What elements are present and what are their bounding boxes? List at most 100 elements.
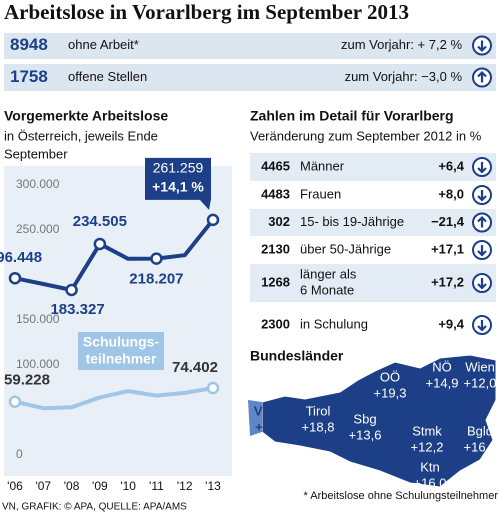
trend-arrow bbox=[477, 245, 487, 257]
detail-label: länger als bbox=[300, 266, 357, 281]
detail-change: +6,4 bbox=[438, 158, 464, 173]
series-line bbox=[14, 386, 214, 411]
series-label-box bbox=[78, 332, 164, 370]
state-name: Bgld bbox=[467, 423, 493, 438]
state-change: +13,6 bbox=[349, 427, 382, 442]
detail-change: +17,2 bbox=[431, 274, 464, 289]
detail-row-bg bbox=[250, 153, 496, 181]
summary-label: ohne Arbeit* bbox=[68, 37, 139, 52]
detail-number: 4465 bbox=[261, 158, 290, 173]
y-tick-label: 150.000 bbox=[16, 312, 60, 326]
source: VN, GRAFIK: © APA, QUELLE: APA/AMS bbox=[2, 502, 187, 513]
state-name: OÖ bbox=[380, 369, 400, 384]
value-label: 218.207 bbox=[129, 271, 183, 288]
state-change: +16,0 bbox=[414, 475, 447, 490]
x-tick-label: '10 bbox=[120, 479, 136, 493]
state-name: Wien bbox=[465, 359, 495, 374]
y-tick-label: 300.000 bbox=[16, 177, 60, 191]
x-tick-label: '11 bbox=[149, 479, 164, 493]
trend-arrow bbox=[477, 162, 487, 174]
value-label: 234.505 bbox=[73, 213, 127, 230]
trend-arrow bbox=[477, 320, 487, 332]
detail-number: 2300 bbox=[261, 316, 290, 331]
summary-number: 8948 bbox=[10, 35, 48, 54]
series-label: Schulungs- bbox=[83, 334, 160, 350]
trend-arrow bbox=[477, 278, 487, 290]
state-name: Stmk bbox=[412, 423, 442, 438]
summary-change: zum Vorjahr: −3,0 % bbox=[345, 69, 463, 84]
state-change: +12,2 bbox=[411, 439, 444, 454]
value-label: 74.402 bbox=[172, 359, 218, 376]
point bbox=[93, 237, 107, 251]
x-tick-label: '13 bbox=[205, 479, 221, 493]
detail-label: 15- bis 19-Jährige bbox=[300, 214, 404, 229]
detail-label: über 50-Jährige bbox=[300, 241, 391, 256]
value-label: 59.228 bbox=[4, 372, 50, 389]
y-tick-label: 250.000 bbox=[16, 222, 60, 236]
point bbox=[8, 271, 22, 285]
x-tick-label: '09 bbox=[92, 479, 108, 493]
y-tick-label: 100.000 bbox=[16, 357, 60, 371]
summary-row-bg bbox=[4, 64, 496, 91]
summary-change: zum Vorjahr: + 7,2 % bbox=[341, 37, 462, 52]
state-name: Tirol bbox=[306, 403, 331, 418]
detail-change: +8,0 bbox=[438, 186, 464, 201]
state-name: Vlbg bbox=[254, 403, 282, 418]
state-change: +16,2 bbox=[464, 439, 497, 454]
x-tick-label: '07 bbox=[35, 479, 51, 493]
chart-panel bbox=[4, 166, 232, 476]
chart-subtitle: in Österreich, jeweils Ende bbox=[4, 128, 158, 143]
detail-label: Frauen bbox=[300, 186, 341, 201]
series-line bbox=[14, 218, 215, 293]
page-title: Arbeitslose in Vorarlberg im September 2… bbox=[4, 0, 409, 24]
detail-change: +17,1 bbox=[431, 241, 464, 256]
map-title: Bundesländer bbox=[250, 348, 344, 364]
state-name: Ktn bbox=[420, 459, 440, 474]
value-label: 196.448 bbox=[0, 249, 42, 266]
austria-map bbox=[261, 354, 497, 488]
state-change: +18,8 bbox=[302, 419, 335, 434]
state-change: +7,2 bbox=[255, 419, 281, 434]
summary-number: 1758 bbox=[10, 67, 48, 86]
state-name: NÖ bbox=[432, 359, 452, 374]
detail-label: in Schulung bbox=[300, 316, 368, 331]
summary-label: offene Stellen bbox=[68, 69, 147, 84]
point bbox=[65, 283, 78, 297]
detail-subtitle: Veränderung zum September 2012 in % bbox=[250, 128, 482, 143]
state-change: +14,9 bbox=[426, 375, 459, 390]
series-label: teilnehmer bbox=[86, 351, 157, 367]
detail-row-bg bbox=[250, 264, 496, 302]
x-tick-label: '12 bbox=[177, 479, 193, 493]
callout-text: +14,1 % bbox=[152, 179, 204, 195]
x-tick-label: '06 bbox=[7, 479, 23, 493]
state-name: Sbg bbox=[353, 411, 376, 426]
detail-change: −21,4 bbox=[431, 214, 465, 229]
point bbox=[206, 381, 220, 395]
callout-box bbox=[145, 157, 211, 200]
detail-number: 4483 bbox=[261, 186, 290, 201]
chart-title: Vorgemerkte Arbeitslose bbox=[4, 108, 168, 124]
trend-arrow bbox=[477, 215, 487, 228]
point bbox=[8, 395, 22, 408]
summary-row-bg bbox=[4, 33, 496, 59]
value-label: 261.259 bbox=[153, 160, 204, 176]
detail-number: 302 bbox=[268, 214, 290, 229]
trend-arrow bbox=[477, 190, 487, 202]
point bbox=[150, 252, 163, 265]
detail-label: Männer bbox=[300, 158, 345, 173]
footnote: * Arbeitslose ohne Schulungsteilnehmer bbox=[304, 490, 499, 502]
detail-row-bg bbox=[250, 209, 496, 236]
state-change: +19,3 bbox=[374, 385, 407, 400]
point bbox=[206, 213, 220, 227]
trend-arrow bbox=[477, 70, 487, 83]
detail-number: 2130 bbox=[261, 241, 290, 256]
y-tick-label: 0 bbox=[16, 447, 23, 461]
detail-title: Zahlen im Detail für Vorarlberg bbox=[250, 108, 454, 124]
state-change: +12,0 bbox=[464, 375, 497, 390]
detail-label: 6 Monate bbox=[300, 282, 354, 297]
value-label: 183.327 bbox=[50, 301, 104, 318]
callout-pointer bbox=[199, 198, 211, 210]
x-tick-label: '08 bbox=[64, 479, 80, 493]
vorarlberg-region bbox=[248, 400, 262, 436]
